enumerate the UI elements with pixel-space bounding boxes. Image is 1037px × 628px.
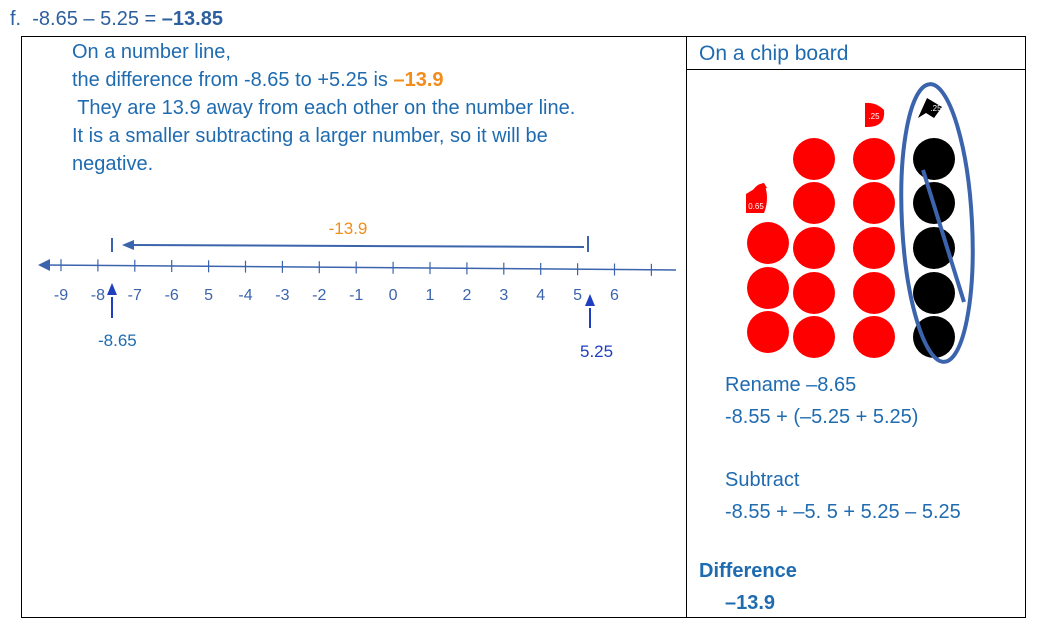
number-line-tick-label: 5	[204, 287, 213, 304]
subtract-heading: Subtract	[725, 469, 800, 491]
negative-chip	[913, 272, 955, 314]
number-line-axis	[41, 264, 677, 271]
positive-chip	[853, 316, 895, 358]
partial-chip-red-0.25	[865, 102, 885, 128]
start-pointer-arrowhead	[107, 283, 117, 295]
number-line-tick-label: 5	[573, 287, 582, 304]
chip-board-heading: On a chip board	[699, 42, 849, 65]
explanation-answer: –13.9	[393, 69, 444, 91]
number-line-panel	[21, 36, 687, 618]
positive-chip	[793, 227, 835, 269]
explanation-line-3: They are 13.9 away from each other on th…	[72, 97, 576, 119]
partial-chip-0.65-body	[746, 183, 767, 213]
end-pointer-arrowhead	[585, 294, 595, 306]
end-value-label: 5.25	[580, 342, 613, 361]
rename-expression: -8.55 + (–5.25 + 5.25)	[725, 406, 919, 428]
positive-chip	[793, 138, 835, 180]
grouping-ellipse	[899, 82, 975, 364]
positive-chip	[793, 272, 835, 314]
positive-chip	[747, 311, 789, 353]
number-line-diagram: -9 -8 -7 -6 5 -4 -3 -2 -1 0 1 2 3 4 5 6 -13.9 -8.65 5.2…	[38, 219, 677, 361]
positive-chip	[853, 272, 895, 314]
positive-chip	[853, 138, 895, 180]
number-line-tick-label: -6	[165, 287, 179, 304]
problem-title: f. -8.65 – 5.25 = –13.85	[10, 8, 223, 31]
partial-chip-label-0.65: 0.65	[748, 202, 764, 211]
number-line-tick-label: 2	[462, 287, 471, 304]
chip-board-header-divider	[686, 69, 1025, 70]
subtract-expression: -8.55 + –5. 5 + 5.25 – 5.25	[725, 501, 961, 523]
positive-chip	[793, 316, 835, 358]
difference-arrowhead	[122, 240, 134, 250]
number-line-tick-label: 6	[610, 287, 619, 304]
chip-board-diagram: 0.65 .25 .25	[746, 82, 975, 364]
negative-chip	[913, 316, 955, 358]
positive-chip	[853, 182, 895, 224]
difference-value: –13.9	[725, 592, 776, 614]
explanation-line-5: negative.	[72, 153, 154, 175]
number-line-tick-label: 1	[426, 287, 435, 304]
number-line-explanation: On a number line, the difference from -8…	[72, 38, 682, 178]
difference-arrow-label: -13.9	[329, 219, 368, 238]
partial-chip-label-red-0.25: .25	[868, 112, 880, 121]
positive-chip	[747, 222, 789, 264]
problem-expression: -8.65 – 5.25 =	[32, 8, 157, 30]
number-line-tick-label: -3	[275, 287, 289, 304]
partial-chip-black-0.25	[918, 98, 942, 118]
number-line-ticks	[60, 259, 653, 276]
negative-chip	[913, 138, 955, 180]
number-line-tick-label: -9	[54, 287, 68, 304]
explanation-line-2: the difference from -8.65 to +5.25 is –1…	[72, 69, 444, 91]
number-line-tick-label: 0	[389, 287, 398, 304]
positive-chip	[853, 227, 895, 269]
cancel-strike-line	[921, 169, 966, 303]
problem-answer: –13.85	[161, 8, 223, 30]
problem-label: f.	[10, 8, 22, 30]
number-line-tick-label: -2	[312, 287, 326, 304]
explanation-line-1: On a number line,	[72, 41, 231, 63]
number-line-tick-label: -8	[91, 287, 105, 304]
chip-grid	[747, 138, 955, 358]
number-line-tick-label: -7	[128, 287, 142, 304]
number-line-tick-labels: -9 -8 -7 -6 5 -4 -3 -2 -1 0 1 2 3 4 5 6	[54, 287, 619, 304]
positive-chip	[747, 267, 789, 309]
number-line-tick-label: 3	[499, 287, 508, 304]
difference-arrow-line	[131, 244, 585, 248]
difference-heading: Difference	[699, 560, 797, 582]
number-line-tick-label: -1	[349, 287, 363, 304]
number-line-tick-label: 4	[536, 287, 545, 304]
chip-board-panel	[686, 36, 1026, 618]
explanation-line-4: It is a smaller subtracting a larger num…	[72, 125, 548, 147]
partial-chip-label-black-0.25: .25	[930, 104, 942, 113]
number-line-left-arrowhead	[38, 259, 50, 271]
positive-chip	[793, 182, 835, 224]
rename-heading: Rename –8.65	[725, 374, 857, 396]
number-line-tick-label: -4	[238, 287, 252, 304]
start-value-label: -8.65	[98, 331, 137, 350]
